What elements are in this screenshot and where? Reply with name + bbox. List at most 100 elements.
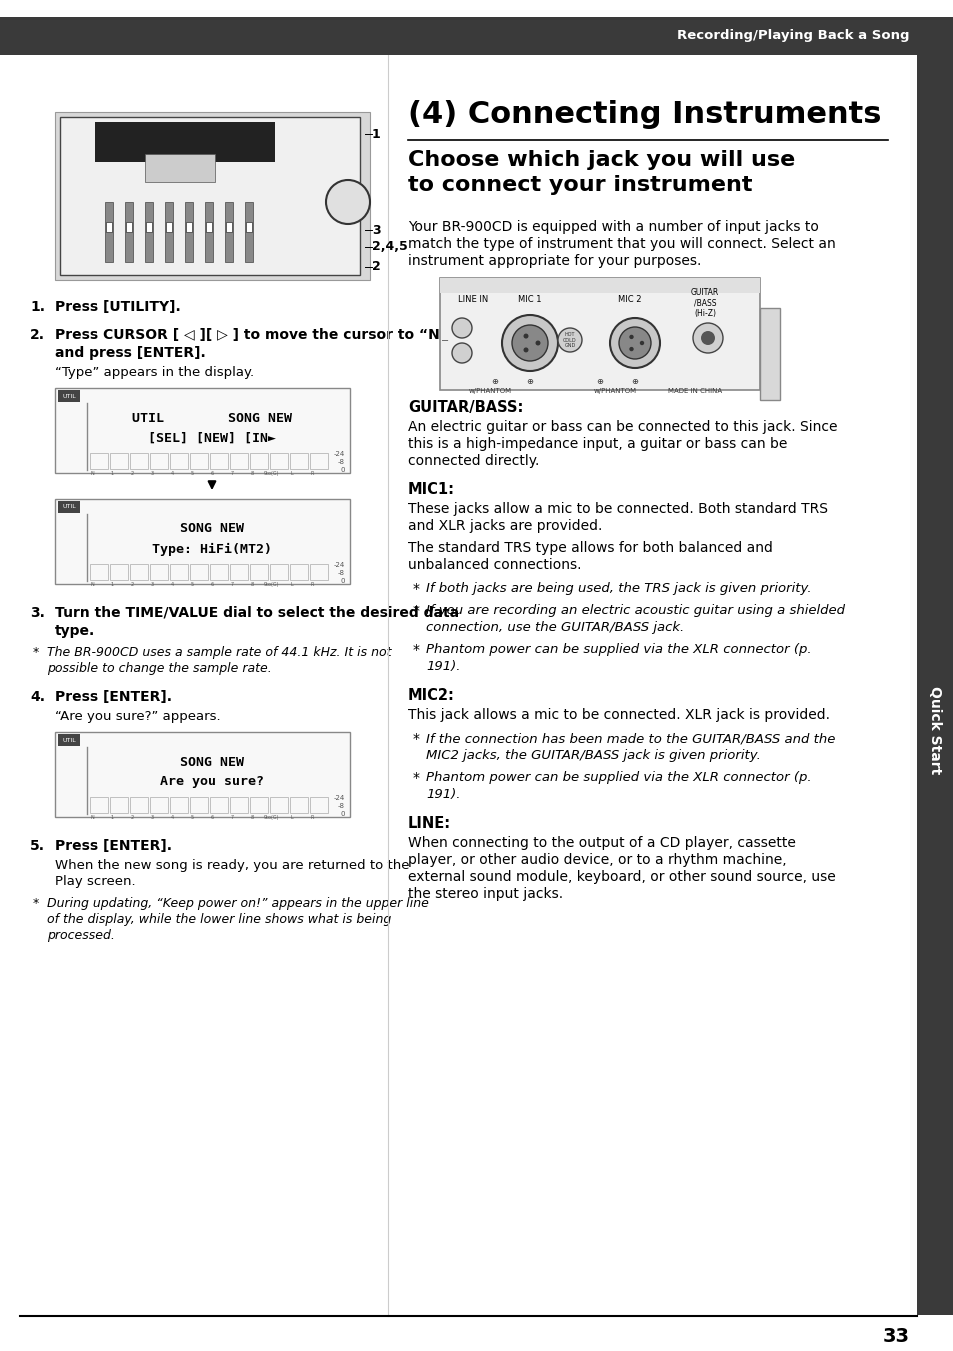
- Bar: [250, 453, 268, 469]
- Bar: [290, 453, 308, 469]
- Text: N: N: [90, 582, 93, 586]
- Bar: [290, 797, 308, 813]
- Bar: [58, 390, 80, 403]
- Text: 2: 2: [131, 582, 133, 586]
- Bar: [250, 797, 268, 813]
- Bar: [439, 278, 760, 293]
- Bar: [130, 797, 148, 813]
- Bar: [270, 797, 288, 813]
- Text: 2: 2: [131, 471, 133, 476]
- Text: type.: type.: [55, 624, 95, 638]
- Bar: [310, 563, 328, 580]
- Bar: [916, 55, 953, 1315]
- Text: “Are you sure?” appears.: “Are you sure?” appears.: [55, 711, 220, 723]
- Text: 1: 1: [372, 127, 380, 141]
- Text: UTIL        SONG NEW: UTIL SONG NEW: [132, 412, 292, 424]
- Text: SONG NEW: SONG NEW: [180, 755, 244, 769]
- Circle shape: [629, 347, 633, 351]
- Text: Press [UTILITY].: Press [UTILITY].: [55, 300, 180, 313]
- Text: Are you sure?: Are you sure?: [160, 775, 264, 789]
- Text: 2: 2: [372, 261, 380, 273]
- Text: UTIL: UTIL: [62, 393, 76, 399]
- Text: The standard TRS type allows for both balanced and: The standard TRS type allows for both ba…: [408, 540, 772, 555]
- Text: *: *: [413, 604, 419, 617]
- Text: This jack allows a mic to be connected. XLR jack is provided.: This jack allows a mic to be connected. …: [408, 708, 829, 721]
- Bar: [170, 563, 188, 580]
- Text: L: L: [291, 815, 294, 820]
- Bar: [165, 203, 172, 262]
- Bar: [245, 203, 253, 262]
- Bar: [206, 222, 212, 232]
- Bar: [185, 203, 193, 262]
- Bar: [110, 453, 128, 469]
- Bar: [270, 563, 288, 580]
- Text: 1: 1: [111, 471, 113, 476]
- Text: -24: -24: [334, 451, 345, 457]
- Bar: [166, 222, 172, 232]
- Text: external sound module, keyboard, or other sound source, use: external sound module, keyboard, or othe…: [408, 870, 835, 884]
- Bar: [146, 222, 152, 232]
- Text: MIC2 jacks, the GUITAR/BASS jack is given priority.: MIC2 jacks, the GUITAR/BASS jack is give…: [426, 748, 760, 762]
- Text: During updating, “Keep power on!” appears in the upper line: During updating, “Keep power on!” appear…: [47, 897, 429, 911]
- Circle shape: [523, 347, 528, 353]
- Text: 9to(G): 9to(G): [264, 815, 279, 820]
- Text: UTIL: UTIL: [62, 738, 76, 743]
- Bar: [58, 734, 80, 746]
- Text: 7: 7: [231, 582, 233, 586]
- Text: 5.: 5.: [30, 839, 45, 852]
- Bar: [130, 453, 148, 469]
- Text: UTIL: UTIL: [62, 504, 76, 509]
- Text: 8: 8: [251, 582, 253, 586]
- Bar: [90, 453, 108, 469]
- Bar: [55, 499, 350, 584]
- Text: 3: 3: [151, 471, 153, 476]
- Bar: [105, 203, 112, 262]
- Bar: [55, 388, 350, 473]
- Text: -24: -24: [334, 562, 345, 567]
- Text: 3: 3: [372, 223, 380, 236]
- Text: *: *: [413, 771, 419, 785]
- Text: ⊕: ⊕: [526, 377, 533, 386]
- Text: N: N: [90, 471, 93, 476]
- Text: Type: HiFi(MT2): Type: HiFi(MT2): [152, 543, 272, 555]
- Text: and XLR jacks are provided.: and XLR jacks are provided.: [408, 519, 601, 534]
- Circle shape: [452, 317, 472, 338]
- Circle shape: [692, 323, 722, 353]
- Text: R: R: [310, 815, 314, 820]
- Bar: [90, 563, 108, 580]
- Text: instrument appropriate for your purposes.: instrument appropriate for your purposes…: [408, 254, 700, 267]
- Text: 4: 4: [171, 582, 173, 586]
- Bar: [55, 112, 370, 280]
- Text: -8: -8: [337, 570, 345, 576]
- Bar: [210, 797, 228, 813]
- Text: match the type of instrument that you will connect. Select an: match the type of instrument that you wi…: [408, 236, 835, 251]
- Bar: [439, 278, 760, 390]
- Text: w/PHANTOM: w/PHANTOM: [468, 388, 511, 394]
- Bar: [310, 797, 328, 813]
- Text: L: L: [291, 582, 294, 586]
- Text: 3: 3: [151, 815, 153, 820]
- Bar: [90, 797, 108, 813]
- Text: MIC 2: MIC 2: [618, 296, 641, 304]
- Bar: [230, 563, 248, 580]
- Circle shape: [558, 328, 581, 353]
- Text: 6: 6: [211, 582, 213, 586]
- Text: LINE:: LINE:: [408, 816, 451, 831]
- Text: GUITAR/BASS:: GUITAR/BASS:: [408, 400, 523, 415]
- Bar: [230, 453, 248, 469]
- Text: possible to change the sample rate.: possible to change the sample rate.: [47, 662, 272, 676]
- Text: 3: 3: [151, 582, 153, 586]
- Text: If the connection has been made to the GUITAR/BASS and the: If the connection has been made to the G…: [426, 732, 835, 744]
- Text: HOT
COLD
GND: HOT COLD GND: [562, 332, 577, 349]
- Text: 9to(G): 9to(G): [264, 471, 279, 476]
- Bar: [95, 122, 274, 162]
- Text: 1: 1: [111, 815, 113, 820]
- Text: −: −: [440, 336, 449, 346]
- Text: MIC1:: MIC1:: [408, 482, 455, 497]
- Text: Recording/Playing Back a Song: Recording/Playing Back a Song: [677, 30, 909, 42]
- Text: Phantom power can be supplied via the XLR connector (p.: Phantom power can be supplied via the XL…: [426, 771, 811, 784]
- Text: 4: 4: [171, 471, 173, 476]
- Text: 191).: 191).: [426, 661, 460, 673]
- Bar: [130, 563, 148, 580]
- Bar: [126, 222, 132, 232]
